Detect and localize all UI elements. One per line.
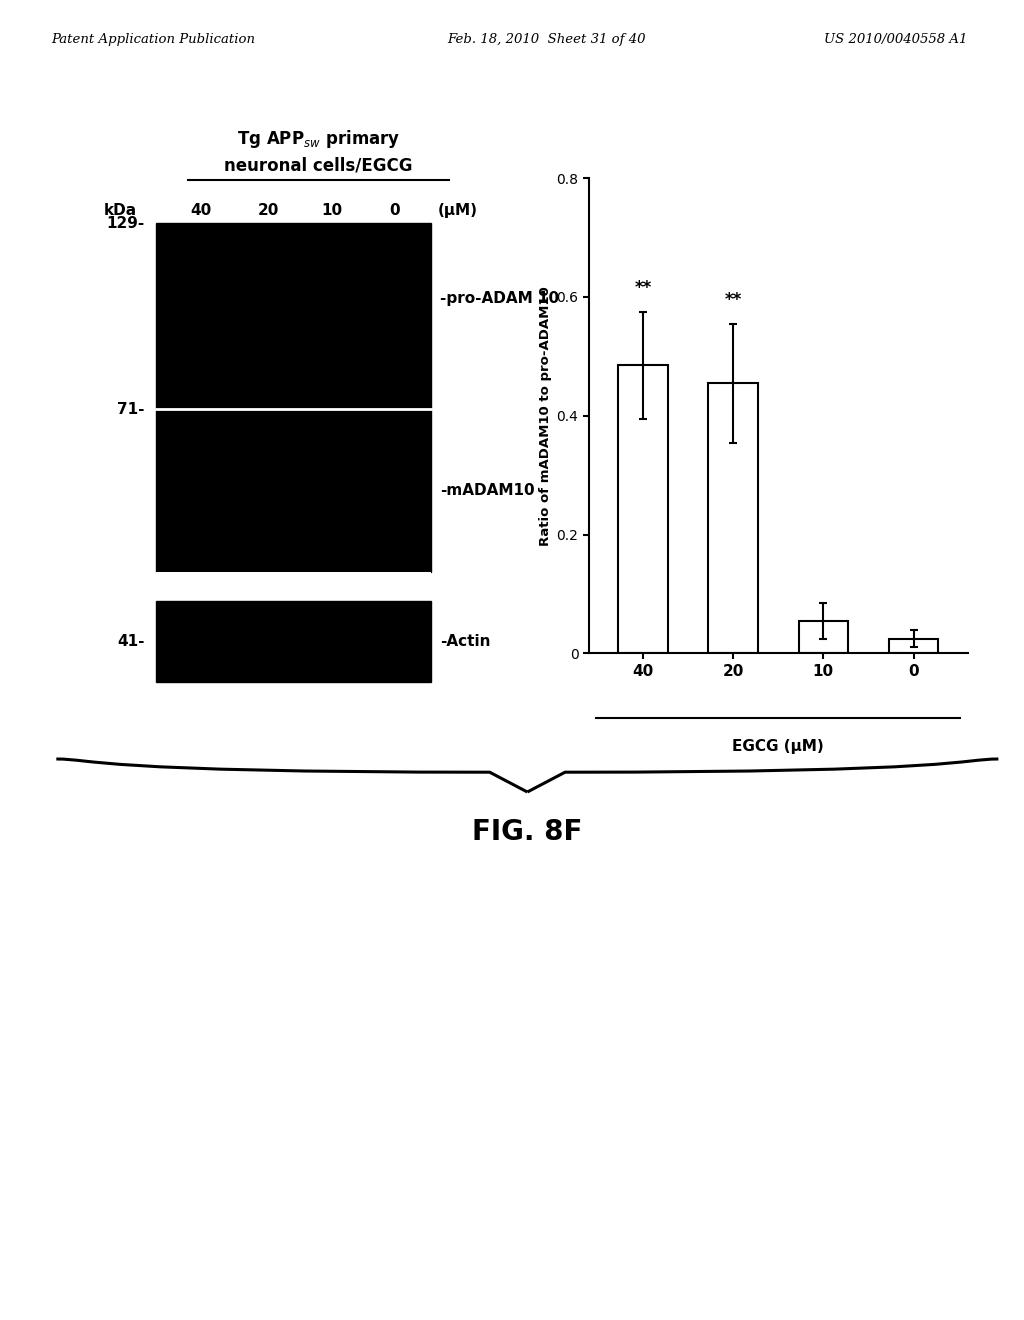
Text: 41-: 41- bbox=[118, 634, 144, 649]
Bar bbox=[889, 639, 938, 653]
Text: 0: 0 bbox=[389, 203, 400, 218]
Text: neuronal cells/EGCG: neuronal cells/EGCG bbox=[224, 157, 413, 174]
Text: Tg APP$_{sw}$ primary: Tg APP$_{sw}$ primary bbox=[237, 128, 400, 149]
Bar bbox=[709, 383, 758, 653]
Y-axis label: Ratio of mADAM10 to pro-ADAM10: Ratio of mADAM10 to pro-ADAM10 bbox=[540, 286, 552, 545]
Text: 20: 20 bbox=[258, 203, 280, 218]
Text: Feb. 18, 2010  Sheet 31 of 40: Feb. 18, 2010 Sheet 31 of 40 bbox=[446, 33, 645, 46]
Bar bbox=[156, 601, 431, 682]
Text: 71-: 71- bbox=[118, 401, 144, 417]
Text: 10: 10 bbox=[322, 203, 342, 218]
Text: **: ** bbox=[725, 290, 741, 309]
Text: US 2010/0040558 A1: US 2010/0040558 A1 bbox=[823, 33, 967, 46]
Text: **: ** bbox=[634, 279, 651, 297]
Text: (μM): (μM) bbox=[438, 203, 478, 218]
Text: FIG. 8F: FIG. 8F bbox=[472, 818, 583, 846]
Text: 129-: 129- bbox=[106, 216, 144, 231]
Text: 40: 40 bbox=[190, 203, 212, 218]
Text: kDa: kDa bbox=[103, 203, 136, 218]
Text: -pro-ADAM 10: -pro-ADAM 10 bbox=[440, 292, 559, 306]
Bar bbox=[799, 620, 848, 653]
Bar bbox=[156, 223, 431, 572]
Text: -mADAM10: -mADAM10 bbox=[440, 483, 535, 498]
Bar bbox=[618, 366, 668, 653]
Bar bbox=[156, 572, 431, 595]
Text: -Actin: -Actin bbox=[440, 634, 490, 649]
Text: Patent Application Publication: Patent Application Publication bbox=[51, 33, 255, 46]
Text: EGCG (μM): EGCG (μM) bbox=[732, 739, 824, 754]
